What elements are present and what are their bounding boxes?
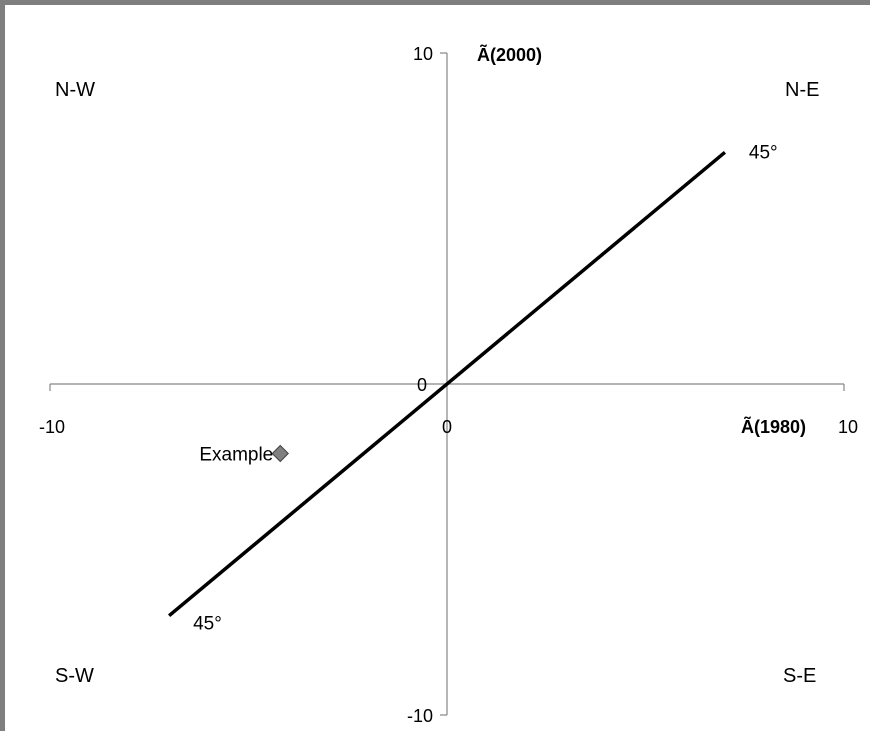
quadrant-label-nw: N-W: [55, 79, 95, 101]
y-axis-title: Ã(2000): [477, 44, 542, 65]
x-tick-label-min: -10: [39, 417, 65, 437]
reference-line-label-bottom: 45°: [193, 614, 222, 635]
quadrant-label-sw: S-W: [55, 665, 94, 687]
quadrant-label-ne: N-E: [785, 79, 819, 101]
reference-line-45: [167, 150, 727, 618]
y-tick-label-max: 10: [413, 44, 433, 64]
x-axis-title: Ã(1980): [741, 416, 806, 437]
x-tick-label-zero: 0: [442, 417, 452, 437]
reference-line-label-top: 45°: [749, 142, 778, 163]
data-point-example: [271, 444, 289, 463]
quadrant-label-se: S-E: [783, 665, 816, 687]
data-label-example: Example: [199, 445, 273, 466]
x-tick-label-max: 10: [838, 417, 858, 437]
y-tick-label-zero: 0: [417, 375, 427, 395]
y-tick-label-min: -10: [407, 706, 433, 726]
quadrant-chart: 10 0 -10 -10 0 10 Ã(2000) Ã(1980) N-W N-…: [39, 44, 858, 726]
